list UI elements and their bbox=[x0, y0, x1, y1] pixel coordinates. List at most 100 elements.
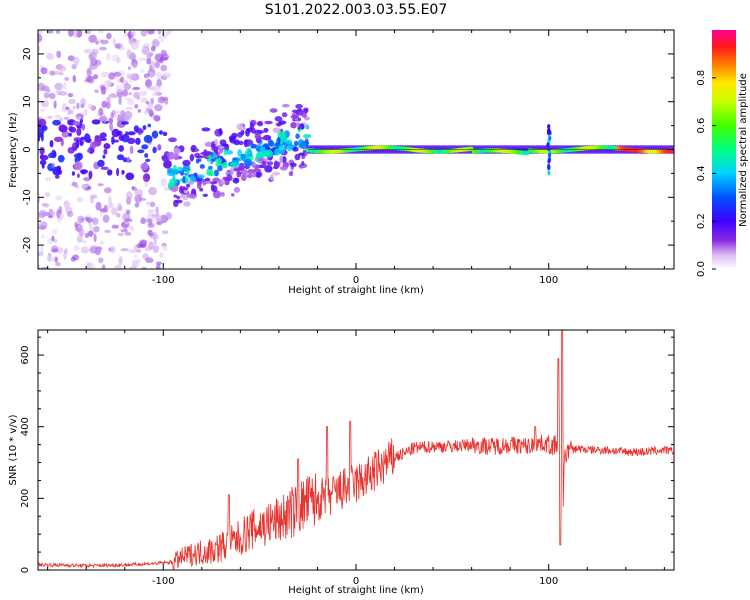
heatmap-cell bbox=[68, 98, 77, 105]
heatmap-cell bbox=[63, 116, 70, 120]
heatmap-cell bbox=[199, 164, 205, 169]
heatmap-cell bbox=[99, 213, 103, 217]
heatmap-cell bbox=[276, 123, 281, 127]
heatmap-cell bbox=[58, 206, 63, 214]
heatmap-cell bbox=[101, 100, 107, 108]
heatmap-cell bbox=[147, 222, 155, 228]
heatmap-cell bbox=[118, 145, 124, 152]
heatmap-cell bbox=[303, 116, 310, 121]
heatmap-cell bbox=[83, 48, 92, 54]
heatmap-cell bbox=[84, 30, 91, 35]
heatmap-cell bbox=[114, 264, 122, 269]
heatmap-cell bbox=[147, 123, 152, 128]
heatmap-cell bbox=[174, 199, 183, 204]
heatmap-cell bbox=[50, 210, 56, 218]
heatmap-cell bbox=[48, 92, 56, 100]
heatmap-cell bbox=[145, 218, 153, 223]
heatmap-cell bbox=[142, 125, 147, 131]
heatmap-cell bbox=[197, 158, 202, 162]
heatmap-cell bbox=[144, 153, 149, 158]
heatmap-cell bbox=[66, 211, 74, 218]
y-tick-label: -10 bbox=[22, 189, 33, 205]
colorbar bbox=[712, 30, 736, 269]
heatmap-cell bbox=[47, 115, 53, 120]
heatmap-cell bbox=[160, 177, 167, 187]
heatmap-cell bbox=[205, 178, 210, 182]
heatmap-cell bbox=[226, 150, 234, 155]
colorbar-axes: 0.0 0.2 0.4 0.6 0.8 bbox=[696, 70, 716, 277]
heatmap-cell bbox=[111, 136, 115, 145]
heatmap-cell bbox=[118, 134, 125, 141]
heatmap-cell bbox=[547, 127, 551, 133]
heatmap-cell bbox=[47, 254, 52, 262]
heatmap-cell bbox=[160, 49, 167, 57]
heatmap-cell bbox=[116, 167, 120, 177]
heatmap-cell bbox=[231, 193, 235, 197]
heatmap-cell bbox=[155, 61, 160, 69]
heatmap-cell bbox=[237, 149, 242, 157]
heatmap-cell bbox=[90, 195, 94, 204]
heatmap-cell bbox=[233, 139, 241, 146]
heatmap-cell bbox=[131, 186, 135, 190]
heatmap-cell bbox=[137, 149, 145, 154]
heatmap-cell bbox=[155, 216, 163, 223]
colorbar-tick-label: 0.8 bbox=[696, 70, 707, 86]
heatmap-cell bbox=[211, 185, 218, 193]
heatmap-cell bbox=[150, 45, 156, 52]
heatmap-cell bbox=[548, 135, 552, 141]
snr-series-line bbox=[38, 330, 674, 570]
heatmap-cell bbox=[75, 116, 82, 121]
heatmap-cell bbox=[147, 86, 155, 91]
colorbar-tick-label: 0.0 bbox=[696, 261, 707, 277]
heatmap-cell bbox=[67, 92, 74, 98]
heatmap-cell bbox=[44, 192, 51, 197]
y-tick-label: 20 bbox=[22, 48, 33, 61]
heatmap-cell bbox=[88, 262, 96, 269]
heatmap-cell bbox=[58, 91, 68, 96]
heatmap-cell bbox=[284, 139, 293, 145]
heatmap-cell bbox=[133, 125, 139, 133]
heatmap-cell bbox=[76, 102, 80, 110]
heatmap-cell bbox=[241, 174, 247, 181]
heatmap-cell bbox=[98, 107, 104, 116]
heatmap-cell bbox=[55, 262, 61, 267]
heatmap-cell bbox=[88, 230, 94, 237]
heatmap-cell bbox=[269, 174, 274, 181]
heatmap-cell bbox=[229, 162, 237, 168]
heatmap-cell bbox=[83, 177, 91, 182]
heatmap-cell bbox=[53, 114, 62, 119]
heatmap-cell bbox=[92, 217, 99, 226]
y-tick-label: -20 bbox=[22, 237, 33, 253]
heatmap-cell bbox=[547, 152, 552, 158]
heatmap-cell bbox=[88, 34, 98, 43]
heatmap-cell bbox=[109, 122, 113, 132]
heatmap-cell bbox=[126, 48, 132, 58]
heatmap-cell bbox=[138, 57, 147, 61]
heatmap-cell bbox=[56, 247, 64, 254]
heatmap-cell bbox=[155, 206, 159, 215]
heatmap-cell bbox=[240, 153, 246, 160]
heatmap-cell bbox=[54, 195, 63, 201]
heatmap-cell bbox=[65, 106, 70, 110]
heatmap-cell bbox=[152, 40, 160, 46]
y-tick-label: 10 bbox=[22, 95, 33, 108]
heatmap-cell bbox=[118, 256, 123, 265]
heatmap-cell bbox=[107, 169, 113, 176]
heatmap-cell bbox=[76, 127, 82, 136]
heatmap-cell bbox=[153, 114, 161, 122]
heatmap-cell bbox=[55, 30, 61, 35]
heatmap-cell bbox=[274, 148, 281, 156]
heatmap-cell bbox=[52, 119, 61, 126]
heatmap-cell bbox=[59, 125, 68, 133]
heatmap-cell bbox=[156, 221, 163, 226]
heatmap-cell bbox=[85, 75, 93, 83]
heatmap-cell bbox=[177, 166, 184, 172]
heatmap-cell bbox=[39, 108, 46, 112]
heatmap-cell bbox=[140, 30, 148, 37]
heatmap-cell bbox=[295, 133, 300, 139]
heatmap-cell bbox=[302, 134, 312, 139]
snr-axes: -100 0 100 0 200 400 600 bbox=[20, 330, 674, 587]
snr-frame bbox=[37, 329, 675, 571]
heatmap-cell bbox=[247, 169, 254, 174]
